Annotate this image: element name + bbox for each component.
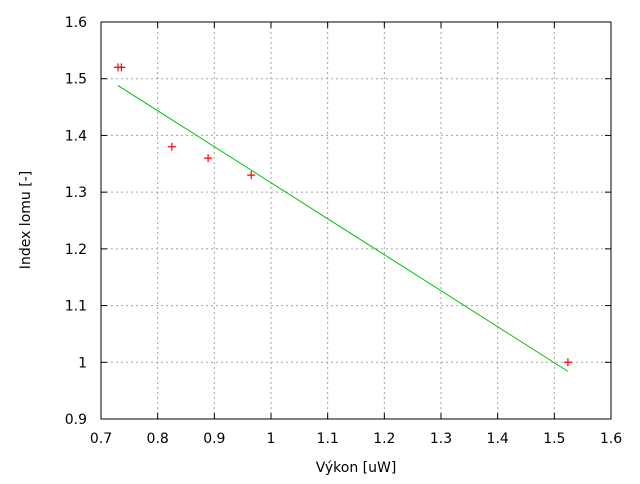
- x-tick-label: 0.8: [147, 431, 169, 447]
- ticks: 0.7 0.8 0.9 1 1.1 1.2 1.3 1.4 1.5 1.6 0.9 1 1.1 1.2 1.…: [65, 15, 622, 447]
- x-tick-label: 0.9: [203, 431, 225, 447]
- grid: [101, 22, 611, 419]
- y-tick-label: 1.2: [65, 242, 87, 258]
- x-tick-label: 0.7: [90, 431, 112, 447]
- x-tick-label: 1.5: [543, 431, 565, 447]
- y-tick-label: 1.3: [65, 185, 87, 201]
- x-axis-label: Výkon [uW]: [316, 460, 397, 476]
- x-tick-label: 1.1: [317, 431, 339, 447]
- y-tick-label: 1: [78, 355, 87, 371]
- data-point: [117, 63, 126, 72]
- fit-line: [117, 85, 569, 372]
- x-tick-label: 1.3: [430, 431, 452, 447]
- y-axis-label: Index lomu [-]: [18, 171, 34, 269]
- y-tick-label: 1.4: [65, 128, 87, 144]
- x-tick-label: 1.4: [487, 431, 509, 447]
- data-point: [204, 154, 213, 163]
- y-tick-label: 1.5: [65, 72, 87, 88]
- y-tick-label: 0.9: [65, 412, 87, 428]
- y-tick-label: 1.1: [65, 299, 87, 315]
- marks: [114, 63, 572, 372]
- x-tick-label: 1: [267, 431, 276, 447]
- x-tick-label: 1.6: [600, 431, 622, 447]
- data-point: [563, 358, 572, 367]
- data-point: [167, 142, 176, 151]
- data-point: [247, 171, 256, 180]
- x-tick-label: 1.2: [373, 431, 395, 447]
- y-tick-label: 1.6: [65, 15, 87, 31]
- plot-border: [100, 21, 612, 420]
